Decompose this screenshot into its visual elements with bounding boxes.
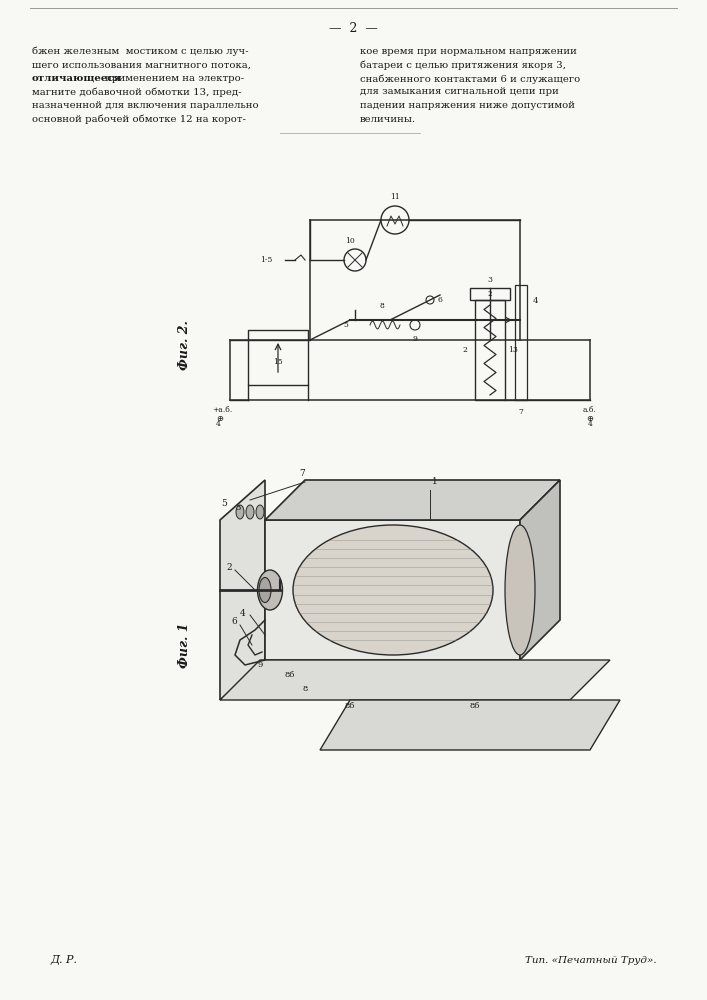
Circle shape [344,249,366,271]
Text: 8: 8 [303,685,308,693]
Text: основной рабочей обмотке 12 на корот-: основной рабочей обмотке 12 на корот- [32,114,246,124]
Text: а.б.: а.б. [583,406,597,414]
Text: 11: 11 [390,193,400,201]
Polygon shape [520,480,560,660]
Text: 3: 3 [488,276,493,284]
Text: ⊕: ⊕ [216,414,223,423]
Text: 5: 5 [221,499,227,508]
Text: 4: 4 [532,297,538,305]
Circle shape [381,206,409,234]
Text: 2: 2 [462,346,467,354]
Text: кое время при нормальном напряжении: кое время при нормальном напряжении [360,47,577,56]
Ellipse shape [236,505,244,519]
Text: назначенной для включения параллельно: назначенной для включения параллельно [32,101,259,110]
Text: применением на электро-: применением на электро- [102,74,244,83]
Text: 1: 1 [432,477,438,486]
Text: 2: 2 [488,290,492,298]
Text: величины.: величины. [360,114,416,123]
Text: 7: 7 [518,408,523,416]
Text: 8: 8 [380,302,385,310]
Text: отличающееся: отличающееся [32,74,122,83]
Bar [515,285,527,400]
Text: 4: 4 [240,608,246,617]
Ellipse shape [246,505,254,519]
Polygon shape [265,480,560,520]
Text: 9: 9 [257,661,263,669]
Text: 4: 4 [216,420,221,428]
Text: 6: 6 [231,617,237,626]
Text: —  2  —: — 2 — [329,22,378,35]
Ellipse shape [293,525,493,655]
Text: Д. Р.: Д. Р. [50,955,77,965]
Text: 8б: 8б [470,702,480,710]
Text: +а.б.: +а.б. [212,406,232,414]
Text: магните добавочной обмотки 13, пред-: магните добавочной обмотки 13, пред- [32,88,242,97]
Text: 5: 5 [343,321,348,329]
Text: падении напряжения ниже допустимой: падении напряжения ниже допустимой [360,101,575,110]
Text: 4: 4 [588,420,592,428]
Text: 3: 3 [235,504,240,512]
Polygon shape [220,660,610,700]
Ellipse shape [257,570,283,610]
Text: 9: 9 [413,335,417,343]
Polygon shape [320,700,620,750]
Polygon shape [220,480,265,700]
Text: 10: 10 [345,237,355,245]
Bar [248,330,308,385]
Ellipse shape [505,525,535,655]
Text: 2: 2 [226,564,232,572]
Text: шего использования магнитного потока,: шего использования магнитного потока, [32,60,251,70]
Text: 13: 13 [508,346,518,354]
Text: бжен железным  мостиком с целью луч-: бжен железным мостиком с целью луч- [32,47,248,56]
Text: Тип. «Печатный Труд».: Тип. «Печатный Труд». [525,956,657,965]
Ellipse shape [256,505,264,519]
Text: батареи с целью притяжения якоря 3,: батареи с целью притяжения якоря 3, [360,60,566,70]
Text: Фиг. 1: Фиг. 1 [178,622,192,668]
Bar [470,288,510,300]
Polygon shape [265,520,520,660]
Text: ⊕: ⊕ [587,414,593,423]
Text: 7: 7 [299,469,305,478]
Text: 8б: 8б [345,702,355,710]
Bar [475,300,505,400]
Text: 15: 15 [273,359,283,366]
Text: для замыкания сигнальной цепи при: для замыкания сигнальной цепи при [360,88,559,97]
Ellipse shape [259,578,271,602]
Text: 6: 6 [438,296,443,304]
Text: снабженного контактами 6 и служащего: снабженного контактами 6 и служащего [360,74,580,84]
Text: 1-5: 1-5 [261,256,273,264]
Text: 8б: 8б [285,671,296,679]
Text: Фиг. 2.: Фиг. 2. [178,320,192,370]
